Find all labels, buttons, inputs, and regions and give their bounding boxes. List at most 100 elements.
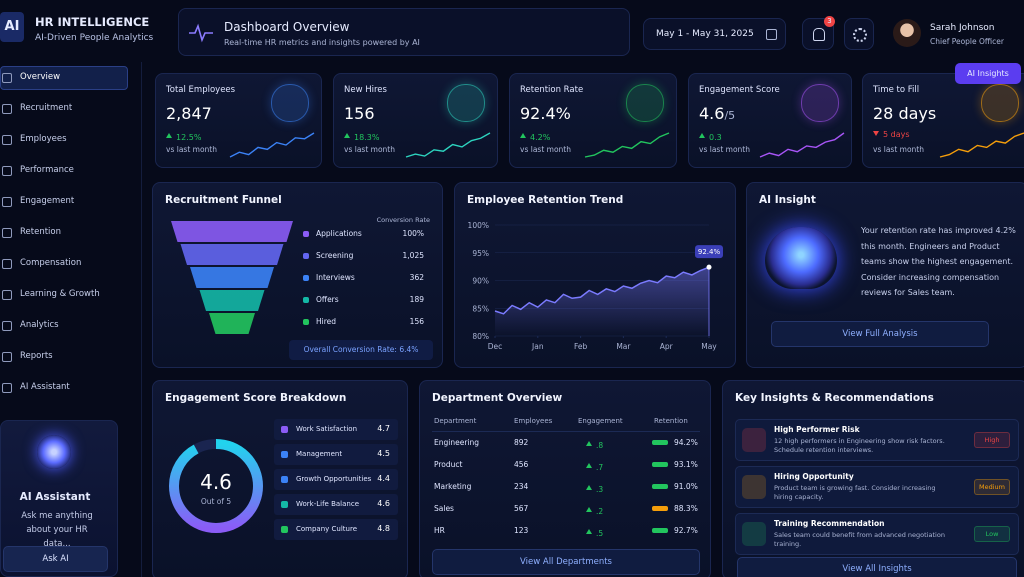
kpi-card: Total Employees 2,847 12.5% vs last month [155,73,322,168]
factor-dot [281,476,288,483]
pulse-icon [189,23,213,43]
date-picker[interactable]: May 1 - May 31, 2025 [643,18,786,50]
assistant-title: AI Assistant [19,491,91,503]
nav-icon [2,104,12,114]
nav-item[interactable]: Employees [20,134,67,144]
retention-bar [652,484,668,489]
y-tick-label: 95% [472,249,489,258]
kpi-unit: /5 [724,109,736,122]
insight-badge: High [974,432,1010,448]
funnel-stage [190,267,274,288]
stage-value: 189 [409,295,424,304]
factor-row: Work-Life Balance 4.6 [274,494,398,515]
sparkline [939,132,1024,158]
view-insights-button[interactable]: View All Insights [737,557,1017,577]
insight-title: Training Recommendation [774,519,885,528]
annotation-box [695,245,723,259]
view-analysis-button[interactable]: View Full Analysis [771,321,989,347]
stage-name: Applications [316,229,362,238]
kpi-value: 156 [344,104,375,123]
settings-button[interactable] [844,18,874,50]
header-rule [432,431,700,432]
kpi-icon [801,84,839,122]
user-name: Sarah Johnson [930,23,995,33]
nav-item[interactable]: AI Assistant [20,382,70,392]
column-header: Employees [514,417,553,425]
nav-icon [2,352,12,362]
stage-name: Screening [316,251,354,260]
insight-text: Sales team could benefit from advanced n… [774,531,945,548]
page-header: Dashboard Overview Real-time HR metrics … [178,8,630,56]
factor-row: Company Culture 4.8 [274,519,398,540]
sparkline-line [939,132,1024,158]
nav-item[interactable]: Reports [20,351,53,361]
nav-icon [2,383,12,393]
kpi-change: 12.5% [166,130,201,142]
nav-item[interactable]: Learning & Growth [20,289,100,299]
ai-insight-card: AI Insight Your retention rate has impro… [746,182,1024,368]
sparkline-line [759,132,845,158]
department-card: Department Overview View All Departments… [419,380,711,577]
factor-dot [281,526,288,533]
nav-icon [2,290,12,300]
active-highlight [0,66,128,90]
nav-item[interactable]: Overview [20,72,61,82]
funnel-graphic [171,221,293,334]
dept-employees: 234 [514,482,529,491]
score-value: 4.6 [200,470,232,494]
nav-item[interactable]: Compensation [20,258,82,268]
funnel-stage [171,221,293,242]
ai-insights-button[interactable]: AI Insights [955,63,1021,84]
nav-item[interactable]: Analytics [20,320,59,330]
factor-row: Management 4.5 [274,444,398,465]
kpi-change: 4.2% [520,130,550,142]
sparkline [584,132,670,158]
factor-name: Growth Opportunities [296,475,372,483]
stage-name: Interviews [316,273,355,282]
kpi-period: vs last month [344,145,395,154]
nav-item[interactable]: Engagement [20,196,75,206]
ask-ai-button[interactable]: Ask AI [3,546,108,572]
user-role: Chief People Officer [930,37,1004,46]
funnel-stage [199,290,265,311]
nav-item[interactable]: Performance [20,165,74,175]
factor-value: 4.5 [377,449,390,458]
kpi-label: Engagement Score [699,85,780,95]
insight-title: High Performer Risk [774,425,860,434]
logo: AI [0,12,24,42]
dept-retention: 93.1% [674,460,698,469]
dept-retention: 88.3% [674,504,698,513]
kpi-label: New Hires [344,85,387,95]
stage-value: 362 [409,273,424,282]
dept-employees: 123 [514,526,529,535]
insight-title: Hiring Opportunity [774,472,854,481]
stage-dot [303,297,309,303]
nav-item[interactable]: Retention [20,227,61,237]
factor-row: Growth Opportunities 4.4 [274,469,398,490]
insight-item: Training Recommendation Sales team could … [735,513,1019,555]
nav-item[interactable]: Recruitment [20,103,73,113]
date-range: May 1 - May 31, 2025 [656,29,754,39]
app-title: HR INTELLIGENCE [35,15,150,29]
dept-name: Product [434,460,463,469]
dept-engagement: .5 [586,526,603,538]
end-point [706,264,712,270]
view-departments-button[interactable]: View All Departments [432,549,700,575]
avatar [893,19,921,47]
stage-value: 100% [402,229,424,238]
dept-engagement: .2 [586,504,603,516]
dept-name: Marketing [434,482,472,491]
factor-value: 4.8 [377,524,390,533]
dept-name: HR [434,526,445,535]
dept-retention: 91.0% [674,482,698,491]
column-header: Department [434,417,477,425]
column-header: Conversion Rate [376,216,430,224]
assistant-text: Ask me anything about your HR data... [21,511,93,549]
sparkline-line [584,132,670,158]
card-title: Key Insights & Recommendations [735,392,934,404]
bell-icon [813,28,825,41]
page-title: Dashboard Overview [224,20,350,34]
kpi-value: 2,847 [166,104,212,123]
insight-text: 12 high performers in Engineering show r… [774,437,945,454]
